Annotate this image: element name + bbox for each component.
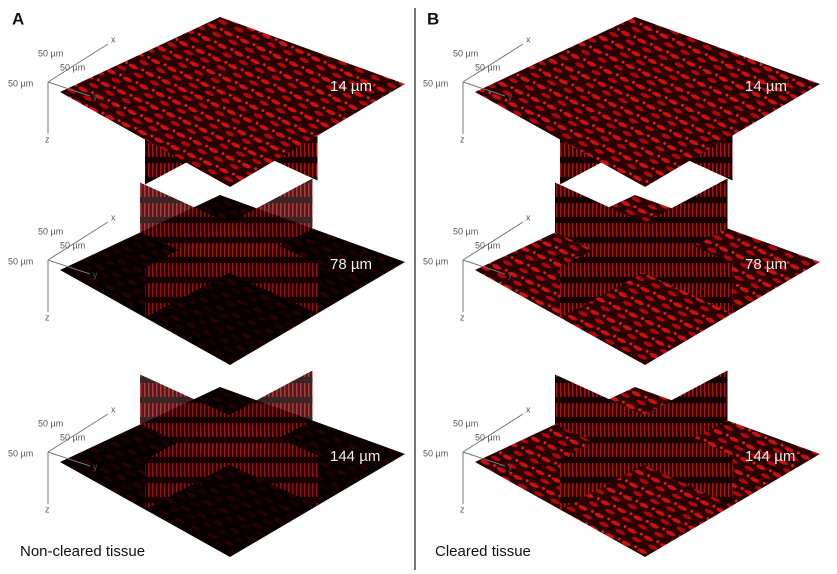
panel-letter: A bbox=[12, 9, 24, 28]
scale-label: 50 µm bbox=[38, 418, 63, 428]
depth-label: 78 µm bbox=[330, 256, 372, 273]
axis-label: z bbox=[45, 504, 50, 514]
depth-label: 144 µm bbox=[330, 448, 380, 465]
axis-label: y bbox=[93, 269, 98, 279]
scale-label: 50 µm bbox=[453, 418, 478, 428]
scale-label: 50 µm bbox=[8, 448, 33, 458]
axis-label: x bbox=[111, 34, 116, 44]
depth-label: 78 µm bbox=[745, 256, 787, 273]
axis-label: x bbox=[526, 404, 531, 414]
axis-label: y bbox=[508, 91, 513, 101]
axis-label: y bbox=[508, 269, 513, 279]
axis-label: z bbox=[45, 312, 50, 322]
axis-label: x bbox=[111, 212, 116, 222]
scale-label: 50 µm bbox=[60, 240, 85, 250]
scale-label: 50 µm bbox=[60, 62, 85, 72]
axis-label: z bbox=[460, 504, 465, 514]
axis-label: y bbox=[93, 461, 98, 471]
depth-label: 144 µm bbox=[745, 448, 795, 465]
axis-label: x bbox=[526, 34, 531, 44]
axis-label: y bbox=[93, 91, 98, 101]
panel-letter: B bbox=[427, 9, 439, 28]
axis-label: z bbox=[460, 134, 465, 144]
scale-label: 50 µm bbox=[8, 256, 33, 266]
scale-label: 50 µm bbox=[475, 432, 500, 442]
axis-label: z bbox=[460, 312, 465, 322]
scale-label: 50 µm bbox=[423, 256, 448, 266]
axis-label: z bbox=[45, 134, 50, 144]
axis-label: x bbox=[111, 404, 116, 414]
panel-caption: Cleared tissue bbox=[435, 543, 531, 560]
axis-label: y bbox=[508, 461, 513, 471]
scale-label: 50 µm bbox=[423, 78, 448, 88]
depth-label: 14 µm bbox=[745, 78, 787, 95]
scale-label: 50 µm bbox=[38, 226, 63, 236]
scale-label: 50 µm bbox=[475, 62, 500, 72]
scale-label: 50 µm bbox=[8, 78, 33, 88]
panel-caption: Non-cleared tissue bbox=[20, 543, 145, 560]
axis-label: x bbox=[526, 212, 531, 222]
scale-label: 50 µm bbox=[423, 448, 448, 458]
scale-label: 50 µm bbox=[475, 240, 500, 250]
depth-label: 14 µm bbox=[330, 78, 372, 95]
figure: A Non-cleared tissue 14 µm x y z 50 µm 50 µm 50 … bbox=[0, 0, 837, 574]
scale-label: 50 µm bbox=[453, 226, 478, 236]
scale-label: 50 µm bbox=[453, 48, 478, 58]
scale-label: 50 µm bbox=[38, 48, 63, 58]
scale-label: 50 µm bbox=[60, 432, 85, 442]
